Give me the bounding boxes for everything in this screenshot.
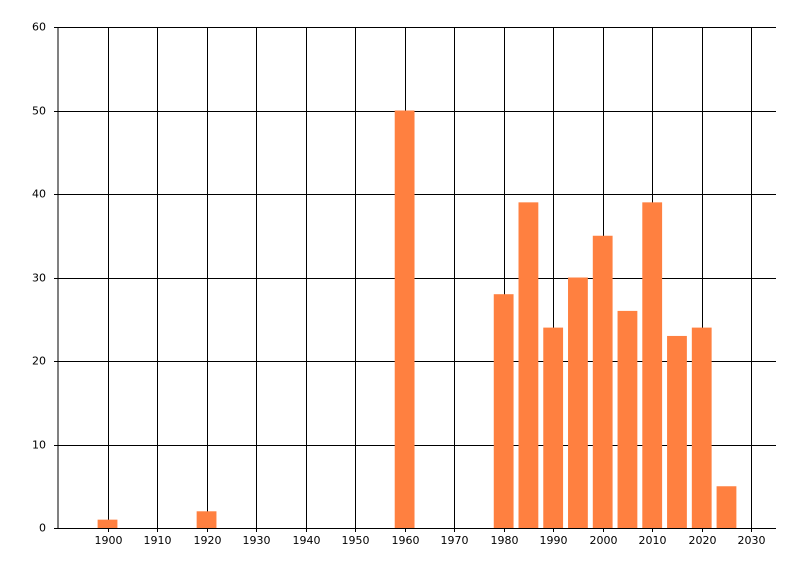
- x-tick-label: 2020: [689, 534, 717, 547]
- bar: [716, 486, 737, 528]
- bar: [642, 202, 663, 528]
- bar: [667, 335, 687, 528]
- x-tick-label: 1930: [243, 534, 271, 547]
- x-tick-label: 1990: [540, 534, 568, 547]
- bar: [617, 310, 638, 528]
- y-tick-label: 10: [32, 439, 46, 452]
- bar: [493, 294, 514, 528]
- bar: [691, 327, 712, 528]
- y-tick-label: 50: [32, 105, 46, 118]
- x-tick-label: 1970: [441, 534, 469, 547]
- bar: [568, 277, 588, 528]
- y-tick-label: 20: [32, 355, 46, 368]
- bar: [592, 235, 613, 528]
- y-tick-label: 60: [32, 21, 46, 34]
- x-tick-label: 1960: [392, 534, 420, 547]
- x-tick-label: 2010: [639, 534, 667, 547]
- x-tick-label: 1910: [144, 534, 172, 547]
- y-tick-label: 40: [32, 188, 46, 201]
- y-tick-label: 30: [32, 272, 46, 285]
- x-tick-label: 2030: [738, 534, 766, 547]
- x-tick-label: 1920: [194, 534, 222, 547]
- bar: [518, 202, 539, 528]
- y-tick-label: 0: [39, 522, 46, 535]
- x-tick-label: 2000: [590, 534, 618, 547]
- x-tick-label: 1900: [95, 534, 123, 547]
- x-tick-label: 1950: [342, 534, 370, 547]
- bar: [196, 511, 217, 528]
- x-tick-label: 1940: [293, 534, 321, 547]
- bar: [97, 519, 118, 528]
- bar: [394, 110, 415, 528]
- x-tick-label: 1980: [491, 534, 519, 547]
- bar: [543, 327, 564, 528]
